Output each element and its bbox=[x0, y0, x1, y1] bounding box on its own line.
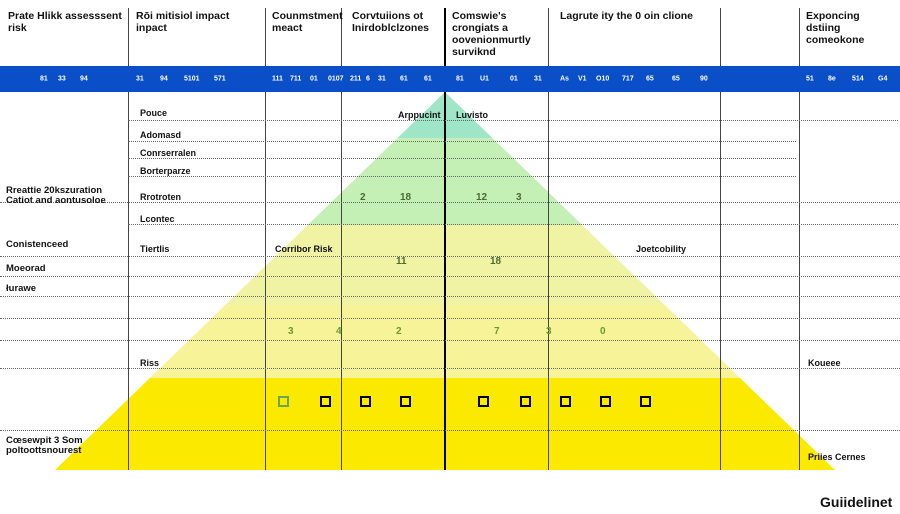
scale-tick: 31 bbox=[534, 76, 542, 83]
scale-tick: 31 bbox=[378, 76, 386, 83]
scale-tick: 65 bbox=[672, 76, 680, 83]
column-header: Comswie's crongiats a oovenionmurtly sur… bbox=[452, 10, 552, 58]
pyramid-value: 4 bbox=[336, 326, 342, 337]
row-label: Rreattie 20kszuration Catiot and aontuso… bbox=[6, 186, 124, 207]
row-label: Moeorad bbox=[6, 264, 124, 274]
marker-square bbox=[600, 396, 611, 407]
mini-label: Joetcobility bbox=[636, 244, 686, 254]
brand-label: Guiidelinet bbox=[820, 494, 892, 510]
column-headers: Prate Hlikk assesssent risk Rōi mitisiol … bbox=[0, 10, 900, 65]
scale-tick: 81 bbox=[40, 76, 48, 83]
scale-tick: 65 bbox=[646, 76, 654, 83]
pyramid-value: 7 bbox=[494, 326, 500, 337]
mini-label: Rrotroten bbox=[140, 192, 181, 202]
mini-label: Koueee bbox=[808, 358, 841, 368]
scale-tick: As bbox=[560, 76, 569, 83]
scale-tick: 94 bbox=[160, 76, 168, 83]
pyramid-value: 18 bbox=[400, 192, 411, 203]
marker-square bbox=[320, 396, 331, 407]
scale-tick: 514 bbox=[852, 76, 864, 83]
mini-label: Pouce bbox=[140, 108, 167, 118]
marker-square bbox=[478, 396, 489, 407]
marker-square bbox=[400, 396, 411, 407]
dotted-rule bbox=[128, 120, 898, 121]
pyramid-value: 12 bbox=[476, 192, 487, 203]
scale-tick: 717 bbox=[622, 76, 634, 83]
scale-tick: 51 bbox=[806, 76, 814, 83]
dotted-rule bbox=[0, 256, 900, 257]
pyramid-value: 11 bbox=[396, 256, 407, 267]
scale-tick: 94 bbox=[80, 76, 88, 83]
marker-square bbox=[360, 396, 371, 407]
column-header: Corvtuiions ot Inirdoblclzones bbox=[352, 10, 442, 34]
marker-square bbox=[520, 396, 531, 407]
dotted-rule bbox=[0, 368, 900, 369]
row-label: Cœsewpit 3 Som poltoottsnourest bbox=[6, 436, 124, 457]
pyramid-value: 2 bbox=[396, 326, 402, 337]
scale-tick: V1 bbox=[578, 76, 587, 83]
scale-tick: 711 bbox=[290, 76, 301, 83]
row-label: Conistenceed bbox=[6, 240, 124, 250]
scale-tick: G4 bbox=[878, 76, 887, 83]
scale-tick: 90 bbox=[700, 76, 708, 83]
dotted-rule bbox=[128, 176, 796, 177]
scale-tick: 33 bbox=[58, 76, 66, 83]
mini-label: Lcontec bbox=[140, 214, 175, 224]
scale-tick: 01 bbox=[510, 76, 518, 83]
scale-tick: U1 bbox=[480, 76, 489, 83]
mini-label: Tiertlis bbox=[140, 244, 169, 254]
dotted-rule bbox=[0, 202, 900, 203]
pyramid-value: 3 bbox=[516, 192, 522, 203]
column-header: Exponcing dstiing comeokone bbox=[806, 10, 896, 46]
pyramid-value: 0 bbox=[600, 326, 606, 337]
scale-tick: 5101 bbox=[184, 76, 200, 83]
column-header: Rōi mitisiol impact inpact bbox=[136, 10, 256, 34]
scale-tick: 111 bbox=[272, 76, 283, 83]
scale-tick: O10 bbox=[596, 76, 609, 83]
dotted-rule bbox=[0, 296, 900, 297]
dotted-rule bbox=[128, 224, 898, 225]
scale-tick: 61 bbox=[400, 76, 408, 83]
column-header: Prate Hlikk assesssent risk bbox=[8, 10, 123, 34]
scale-tick: 571 bbox=[214, 76, 226, 83]
marker-square bbox=[560, 396, 571, 407]
scale-tick: 31 bbox=[136, 76, 144, 83]
dotted-rule bbox=[0, 276, 900, 277]
scale-tick: 211 bbox=[350, 76, 361, 83]
pyramid-value: 2 bbox=[360, 192, 366, 203]
scale-tick: 6 bbox=[366, 76, 370, 83]
apex-label: Arppucint bbox=[398, 110, 441, 120]
dotted-rule bbox=[0, 318, 900, 319]
mini-label: Riss bbox=[140, 358, 159, 368]
marker-square bbox=[640, 396, 651, 407]
dotted-rule bbox=[128, 141, 796, 142]
row-label: łurawe bbox=[6, 284, 124, 294]
scale-tick: 61 bbox=[424, 76, 432, 83]
mini-label: Adomasd bbox=[140, 130, 181, 140]
scale-band: 8133943194510157111171101010721163161618… bbox=[0, 66, 900, 92]
bottom-right-label: Priies Cernes bbox=[808, 452, 866, 462]
column-header: Lagrute ity the 0 oin clione bbox=[560, 10, 710, 22]
scale-tick: 81 bbox=[456, 76, 464, 83]
pyramid-value: 3 bbox=[288, 326, 294, 337]
dotted-rule bbox=[0, 430, 900, 431]
dotted-rule bbox=[128, 158, 796, 159]
scale-tick: 0107 bbox=[328, 76, 344, 83]
marker-square bbox=[278, 396, 289, 407]
dotted-rule bbox=[0, 340, 900, 341]
mini-label: Corribor Risk bbox=[275, 244, 333, 254]
mini-label: Borterparze bbox=[140, 166, 191, 176]
pyramid-value: 3 bbox=[546, 326, 552, 337]
pyramid-value: 18 bbox=[490, 256, 501, 267]
column-header: Counmstment meact bbox=[272, 10, 342, 34]
apex-label: Luvisto bbox=[456, 110, 488, 120]
mini-label: Conrserralen bbox=[140, 148, 196, 158]
scale-tick: 01 bbox=[310, 76, 318, 83]
scale-tick: 8e bbox=[828, 76, 836, 83]
